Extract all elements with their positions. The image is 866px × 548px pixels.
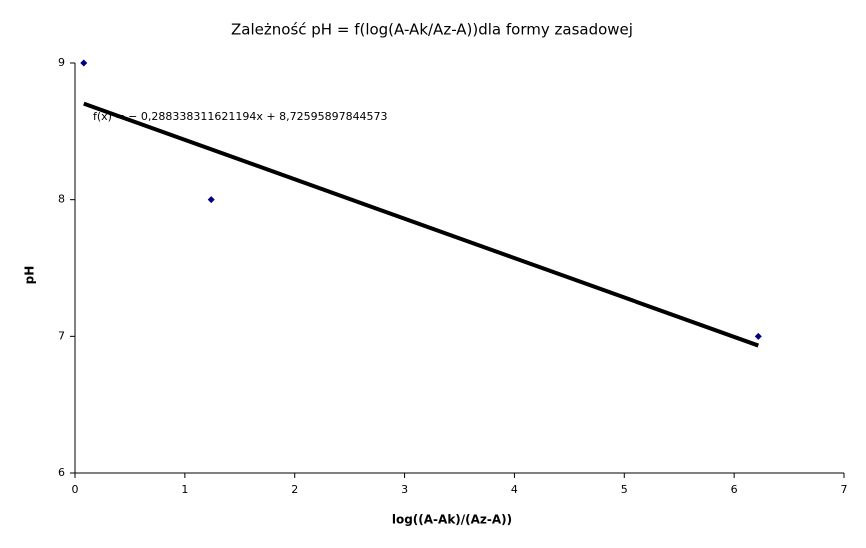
x-tick-label: 4 xyxy=(511,483,518,496)
y-tick-label: 9 xyxy=(58,56,65,69)
y-tick-label: 6 xyxy=(58,466,65,479)
x-tick-label: 7 xyxy=(841,483,848,496)
x-tick-label: 5 xyxy=(621,483,628,496)
x-axis-title: log((A-Ak)/(Az-A)) xyxy=(392,513,512,527)
x-tick-label: 1 xyxy=(181,483,188,496)
trendline-equation: f(x) = − 0,288338311621194x + 8,72595897… xyxy=(93,110,388,123)
data-point xyxy=(207,196,215,204)
x-tick-label: 3 xyxy=(401,483,408,496)
trendline xyxy=(83,101,759,348)
x-tick-label: 2 xyxy=(291,483,298,496)
y-axis-title: pH xyxy=(23,266,37,285)
chart-title: Zależność pH = f(log(A-Ak/Az-A))dla form… xyxy=(231,21,633,39)
y-tick-label: 8 xyxy=(58,193,65,206)
data-point xyxy=(754,332,762,340)
data-point xyxy=(80,59,88,67)
x-tick-label: 6 xyxy=(731,483,738,496)
x-tick-label: 0 xyxy=(72,483,79,496)
y-tick-label: 7 xyxy=(58,329,65,342)
